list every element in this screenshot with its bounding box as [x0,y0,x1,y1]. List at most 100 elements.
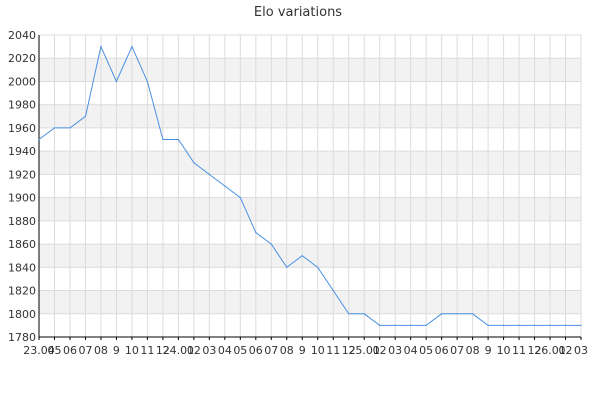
x-tick-label: 10 [497,344,511,357]
plot-band [39,58,581,82]
y-tick-label: 2020 [8,52,36,65]
y-tick-label: 1840 [8,261,36,274]
y-tick-label: 1960 [8,122,36,135]
data-point [456,313,458,315]
data-point [53,127,56,129]
data-point [502,324,505,326]
data-point [549,324,551,326]
y-tick-label: 1920 [8,168,36,181]
data-point [487,324,489,326]
x-tick-label: 07 [264,344,278,357]
x-tick-label: 25.01 [348,344,380,357]
x-tick-label: 9 [485,344,492,357]
y-tick-label: 1880 [8,215,36,228]
x-tick-label: 07 [450,344,464,357]
y-tick-label: 2040 [8,29,36,42]
data-point [177,138,179,141]
y-tick-label: 1800 [8,308,36,321]
data-point [208,173,210,175]
x-tick-label: 06 [435,344,449,357]
y-tick-label: 1860 [8,238,36,251]
grid-lines [39,34,582,338]
data-point [131,46,133,48]
plot-band [39,151,581,175]
data-point [100,46,102,48]
x-tick-label: 02 [373,344,387,357]
chart-title: Elo variations [254,5,342,20]
x-tick-label: 9 [299,344,306,357]
data-point [193,162,195,164]
x-tick-label: 03 [388,344,402,357]
data-point [348,313,350,315]
x-tick-label: 02 [187,344,201,357]
x-tick-label: 23.04 [23,344,55,357]
x-tick-label: 11 [326,344,340,357]
data-point [115,80,118,83]
data-point [38,138,40,141]
axes [38,35,582,340]
data-point [441,313,443,315]
data-point [518,324,520,326]
x-tick-label: 26.01 [534,344,566,357]
x-tick-label: 11 [140,344,154,357]
data-point [394,324,396,326]
y-tick-label: 1900 [8,192,36,205]
data-point [239,197,241,199]
plot-band [39,290,581,314]
x-tick-label: 05 [47,344,61,357]
x-tick-label: 03 [574,344,588,357]
x-tick-label: 10 [311,344,325,357]
x-tick-label: 07 [78,344,92,357]
data-point [410,324,412,326]
y-tick-label: 1780 [8,331,36,344]
data-point [379,324,381,326]
x-tick-label: 12 [342,344,356,357]
x-tick-label: 08 [280,344,294,357]
plot-bands [39,58,581,314]
x-tick-label: 12 [528,344,542,357]
data-point [472,313,474,315]
data-point [301,255,303,257]
series-line-elo [38,45,581,326]
x-tick-label: 04 [404,344,418,357]
y-tick-labels: 1780 1800 1820 1840 1860 1880 1900 1920 1940 1960… [8,29,36,344]
series-group [38,45,582,326]
x-tick-label: 06 [63,344,77,357]
x-tick-label: 10 [125,344,139,357]
x-tick-label: 05 [419,344,433,357]
data-point [146,80,148,83]
plot-band [39,244,581,268]
x-tick-label: 05 [233,344,247,357]
y-tick-label: 2000 [8,75,36,88]
y-tick-label: 1940 [8,145,36,158]
y-tick-label: 1820 [8,285,36,298]
x-tick-label: 02 [559,344,573,357]
data-point [580,324,582,326]
plot-band [39,197,581,221]
data-point [162,138,164,141]
x-tick-label: 11 [512,344,526,357]
data-point [224,185,226,187]
data-point [84,115,87,117]
x-tick-label: 9 [113,344,120,357]
x-tick-label: 06 [249,344,263,357]
data-point [332,289,334,292]
data-point [363,313,365,315]
plot-band [39,104,581,128]
data-point [69,127,71,129]
x-tick-label: 03 [202,344,216,357]
data-point [564,324,567,326]
data-point [317,266,319,268]
x-tick-label: 12 [156,344,170,357]
x-tick-label: 04 [218,344,232,357]
data-point [425,324,427,326]
x-tick-label: 08 [466,344,480,357]
data-point [255,231,257,234]
y-tick-label: 1980 [8,99,36,112]
x-tick-label: 08 [94,344,108,357]
x-tick-label: 24.01 [163,344,195,357]
data-point [286,266,288,268]
